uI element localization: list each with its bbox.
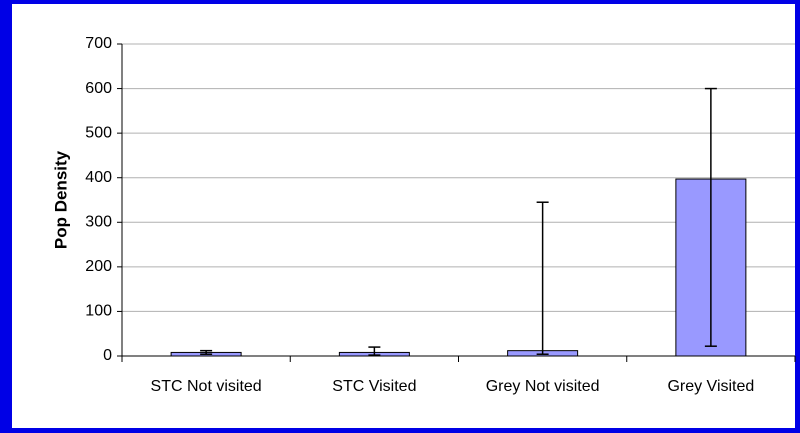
y-axis-label: Pop Density — [51, 150, 70, 249]
y-tick-label: 500 — [85, 124, 112, 141]
x-tick-label: Grey Visited — [667, 378, 754, 395]
x-tick-label: STC Visited — [332, 378, 416, 395]
x-tick-label: Grey Not visited — [486, 378, 600, 395]
error-bar — [704, 87, 717, 347]
error-bar — [536, 201, 549, 355]
y-tick-label: 0 — [103, 347, 112, 364]
y-tick-label: 100 — [85, 303, 112, 320]
y-tick-label: 400 — [85, 169, 112, 186]
y-tick-label: 700 — [85, 35, 112, 52]
y-tick-label: 300 — [85, 214, 112, 231]
error-bar — [368, 346, 381, 356]
y-tick-label: 600 — [85, 80, 112, 97]
x-tick-label: STC Not visited — [151, 378, 262, 395]
y-tick-label: 200 — [85, 258, 112, 275]
chart-background — [12, 4, 795, 428]
error-bar — [200, 349, 213, 355]
